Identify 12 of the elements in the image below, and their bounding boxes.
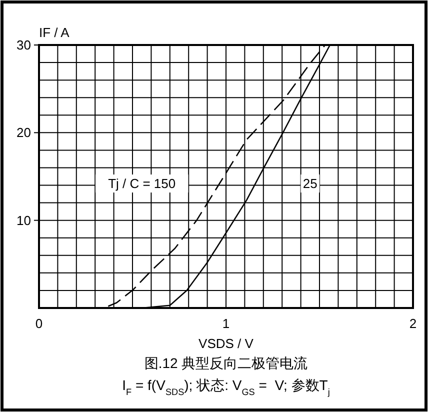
y-tick-label: 10 xyxy=(16,212,31,228)
x-tick-label: 0 xyxy=(35,316,43,331)
annotation: 25 xyxy=(302,176,318,192)
text: 图.12 典型反向二极管电流 xyxy=(144,355,308,371)
text: I$_{F}$ = f(V$_{SDS}$); 状态: V$_{GS}$ = V; 参数T$_{j}$ xyxy=(122,377,330,397)
x-tick-label: 1 xyxy=(222,316,230,331)
y-tick-label: 20 xyxy=(16,125,31,140)
x-tick-label: 2 xyxy=(409,316,417,331)
y-tick-label: 30 xyxy=(16,38,31,53)
annotation: Tj / C = 150 xyxy=(108,176,176,192)
x-axis-title: VSDS / V xyxy=(198,336,254,351)
y-axis-title: IF / A xyxy=(39,25,70,40)
